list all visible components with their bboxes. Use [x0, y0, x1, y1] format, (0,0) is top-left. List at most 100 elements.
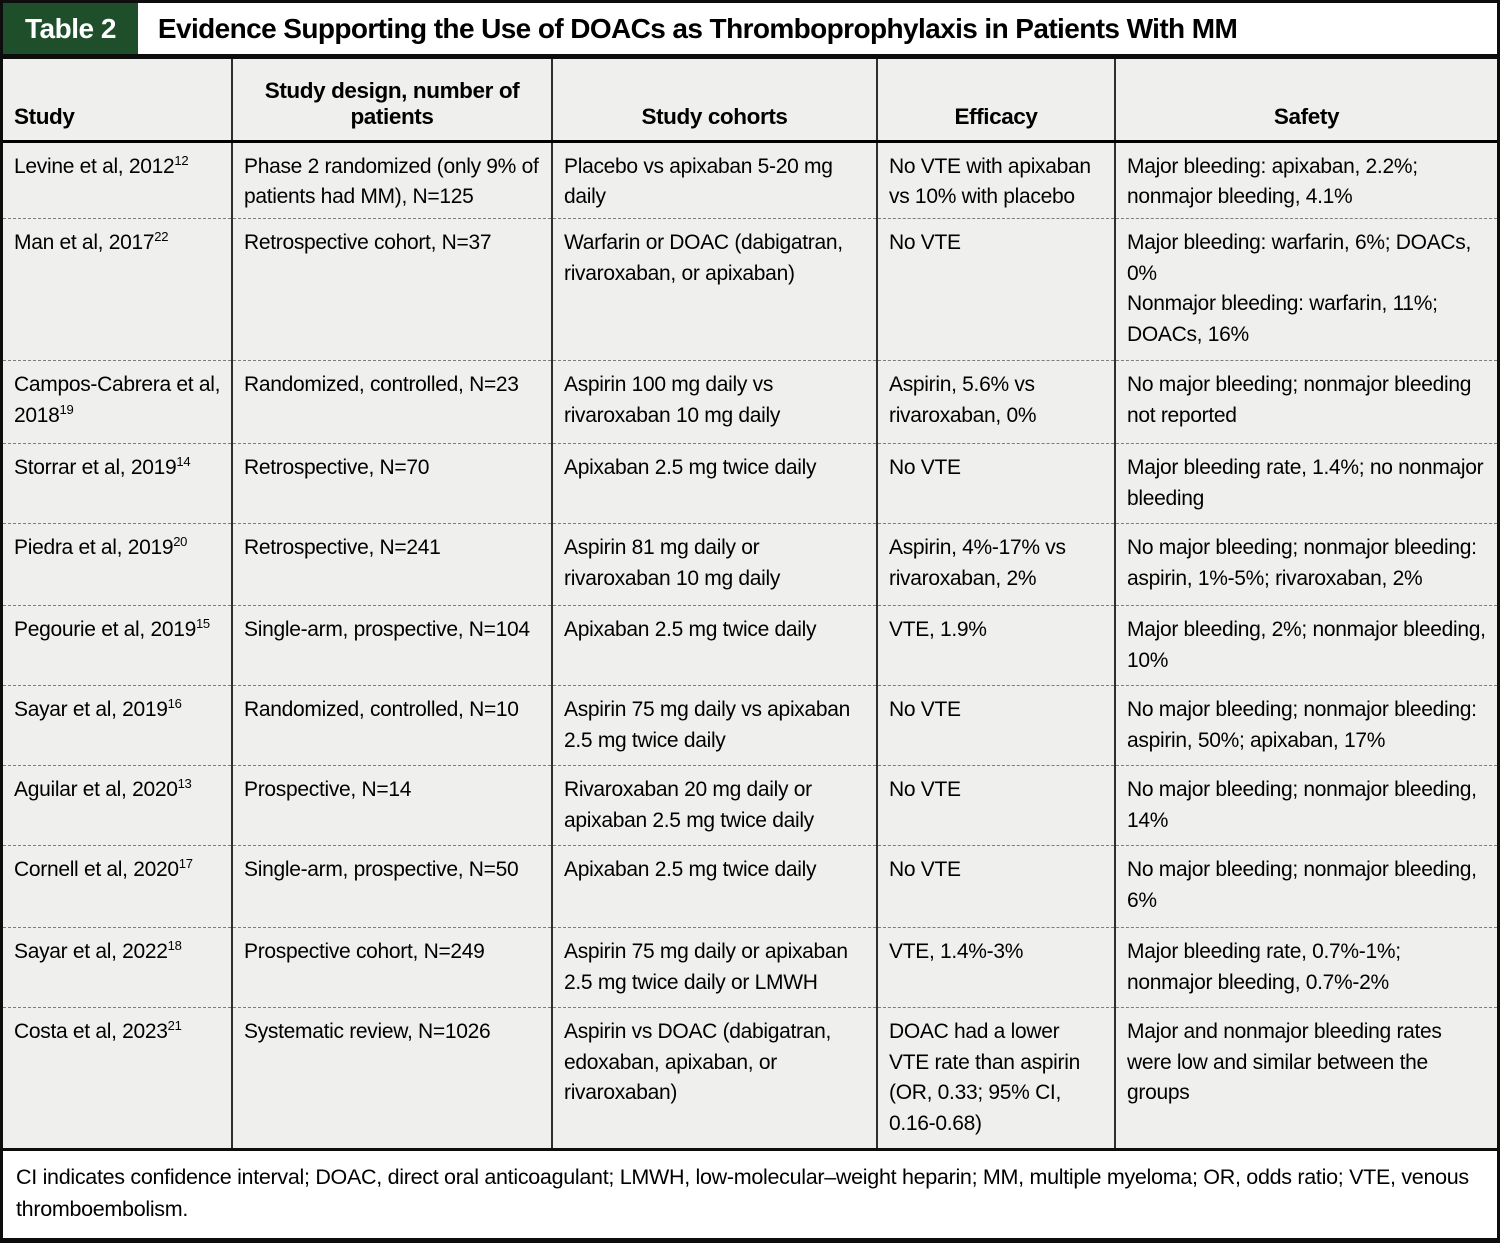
cell-study: Campos-Cabrera et al, 201819 [3, 360, 232, 444]
table-row: Sayar et al, 201916 Randomized, controll… [3, 685, 1497, 766]
study-ref-superscript: 19 [59, 401, 74, 417]
cell-study: Sayar et al, 202218 [3, 927, 232, 1008]
study-ref-superscript: 18 [167, 938, 182, 954]
cell-study: Aguilar et al, 202013 [3, 765, 232, 846]
cell-cohorts: Aspirin 81 mg daily or rivaroxaban 10 mg… [551, 523, 877, 606]
cell-cohorts: Apixaban 2.5 mg twice daily [551, 605, 877, 686]
cell-study: Piedra et al, 201920 [3, 523, 232, 606]
cell-safety: Major bleeding, 2%; nonmajor bleeding, 1… [1114, 605, 1497, 686]
study-ref-superscript: 14 [176, 454, 191, 470]
cell-safety: Major bleeding: warfarin, 6%; DOACs, 0% … [1114, 218, 1497, 361]
table-row: Levine et al, 201212 Phase 2 randomized … [3, 141, 1497, 219]
study-name: Pegourie et al, 2019 [14, 618, 196, 642]
cell-efficacy: VTE, 1.4%-3% [876, 927, 1115, 1008]
cell-efficacy: No VTE with apixaban vs 10% with placebo [876, 141, 1115, 219]
cell-efficacy: VTE, 1.9% [876, 605, 1115, 686]
table-row: Pegourie et al, 201915 Single-arm, prosp… [3, 605, 1497, 686]
evidence-table: Study Study design, number of patients S… [3, 59, 1497, 1148]
cell-safety: Major bleeding: apixaban, 2.2%; nonmajor… [1114, 141, 1497, 219]
col-header-cohorts: Study cohorts [551, 59, 877, 143]
cell-safety: No major bleeding; nonmajor bleeding, 6% [1114, 845, 1497, 928]
cell-cohorts: Aspirin vs DOAC (dabigatran, edoxaban, a… [551, 1007, 877, 1148]
table-title-bar: Table 2 Evidence Supporting the Use of D… [3, 3, 1497, 59]
cell-efficacy: DOAC had a lower VTE rate than aspirin (… [876, 1007, 1115, 1148]
table-row: Storrar et al, 201914 Retrospective, N=7… [3, 443, 1497, 524]
cell-cohorts: Aspirin 75 mg daily vs apixaban 2.5 mg t… [551, 685, 877, 766]
cell-study: Sayar et al, 201916 [3, 685, 232, 766]
cell-safety: No major bleeding; nonmajor bleeding not… [1114, 360, 1497, 444]
study-name: Aguilar et al, 2020 [14, 778, 178, 802]
table-row: Piedra et al, 201920 Retrospective, N=24… [3, 523, 1497, 606]
cell-efficacy: No VTE [876, 218, 1115, 361]
table-row: Cornell et al, 202017 Single-arm, prospe… [3, 845, 1497, 928]
study-name: Levine et al, 2012 [14, 154, 175, 178]
study-ref-superscript: 15 [195, 616, 210, 632]
study-name: Sayar et al, 2019 [14, 698, 168, 722]
study-ref-superscript: 16 [167, 696, 182, 712]
cell-cohorts: Rivaroxaban 20 mg daily or apixaban 2.5 … [551, 765, 877, 846]
table-header: Study Study design, number of patients S… [3, 59, 1497, 143]
study-name: Campos-Cabrera et al, 2018 [14, 373, 221, 427]
cell-design: Retrospective, N=70 [231, 443, 552, 524]
cell-safety: No major bleeding; nonmajor bleeding: as… [1114, 685, 1497, 766]
col-header-design: Study design, number of patients [231, 59, 552, 143]
cell-study: Storrar et al, 201914 [3, 443, 232, 524]
cell-cohorts: Aspirin 75 mg daily or apixaban 2.5 mg t… [551, 927, 877, 1008]
cell-design: Single-arm, prospective, N=50 [231, 845, 552, 928]
cell-study: Levine et al, 201212 [3, 141, 232, 219]
cell-design: Randomized, controlled, N=10 [231, 685, 552, 766]
cell-design: Retrospective, N=241 [231, 523, 552, 606]
study-name: Piedra et al, 2019 [14, 536, 174, 560]
cell-efficacy: Aspirin, 4%-17% vs rivaroxaban, 2% [876, 523, 1115, 606]
cell-design: Phase 2 randomized (only 9% of patients … [231, 141, 552, 219]
cell-efficacy: No VTE [876, 845, 1115, 928]
cell-efficacy: No VTE [876, 685, 1115, 766]
study-ref-superscript: 20 [173, 534, 188, 550]
cell-cohorts: Apixaban 2.5 mg twice daily [551, 443, 877, 524]
cell-study: Cornell et al, 202017 [3, 845, 232, 928]
study-ref-superscript: 22 [154, 229, 169, 245]
study-name: Cornell et al, 2020 [14, 858, 179, 882]
cell-design: Retrospective cohort, N=37 [231, 218, 552, 361]
abbreviations-footnote: CI indicates confidence interval; DOAC, … [3, 1147, 1497, 1239]
study-ref-superscript: 21 [167, 1018, 182, 1034]
cell-design: Prospective cohort, N=249 [231, 927, 552, 1008]
cell-safety: Major bleeding rate, 0.7%-1%; nonmajor b… [1114, 927, 1497, 1008]
table-title: Evidence Supporting the Use of DOACs as … [157, 12, 1238, 44]
cell-study: Man et al, 201722 [3, 218, 232, 361]
cell-efficacy: Aspirin, 5.6% vs rivaroxaban, 0% [876, 360, 1115, 444]
study-ref-superscript: 17 [178, 856, 193, 872]
col-header-safety: Safety [1114, 59, 1497, 143]
cell-design: Prospective, N=14 [231, 765, 552, 846]
cell-cohorts: Apixaban 2.5 mg twice daily [551, 845, 877, 928]
cell-study: Costa et al, 202321 [3, 1007, 232, 1148]
cell-cohorts: Aspirin 100 mg daily vs rivaroxaban 10 m… [551, 360, 877, 444]
cell-safety: Major and nonmajor bleeding rates were l… [1114, 1007, 1497, 1148]
table-number-tag: Table 2 [3, 3, 138, 54]
table-row: Campos-Cabrera et al, 201819 Randomized,… [3, 360, 1497, 444]
study-name: Costa et al, 2023 [14, 1020, 168, 1044]
study-name: Storrar et al, 2019 [14, 456, 177, 480]
cell-design: Single-arm, prospective, N=104 [231, 605, 552, 686]
col-header-efficacy: Efficacy [876, 59, 1115, 143]
study-ref-superscript: 12 [174, 152, 189, 168]
cell-safety: No major bleeding; nonmajor bleeding: as… [1114, 523, 1497, 606]
study-name: Man et al, 2017 [14, 231, 155, 255]
cell-study: Pegourie et al, 201915 [3, 605, 232, 686]
cell-cohorts: Placebo vs apixaban 5-20 mg daily [551, 141, 877, 219]
table-row: Man et al, 201722 Retrospective cohort, … [3, 218, 1497, 361]
cell-design: Randomized, controlled, N=23 [231, 360, 552, 444]
cell-efficacy: No VTE [876, 443, 1115, 524]
cell-safety: Major bleeding rate, 1.4%; no nonmajor b… [1114, 443, 1497, 524]
table-row: Costa et al, 202321 Systematic review, N… [3, 1007, 1497, 1148]
col-header-study: Study [3, 59, 232, 143]
cell-cohorts: Warfarin or DOAC (dabigatran, rivaroxaba… [551, 218, 877, 361]
cell-design: Systematic review, N=1026 [231, 1007, 552, 1148]
table-body: Levine et al, 201212 Phase 2 randomized … [3, 141, 1497, 1148]
header-row: Study Study design, number of patients S… [3, 59, 1497, 143]
study-name: Sayar et al, 2022 [14, 940, 168, 964]
table-row: Sayar et al, 202218 Prospective cohort, … [3, 927, 1497, 1008]
cell-safety: No major bleeding; nonmajor bleeding, 14… [1114, 765, 1497, 846]
study-ref-superscript: 13 [177, 776, 192, 792]
